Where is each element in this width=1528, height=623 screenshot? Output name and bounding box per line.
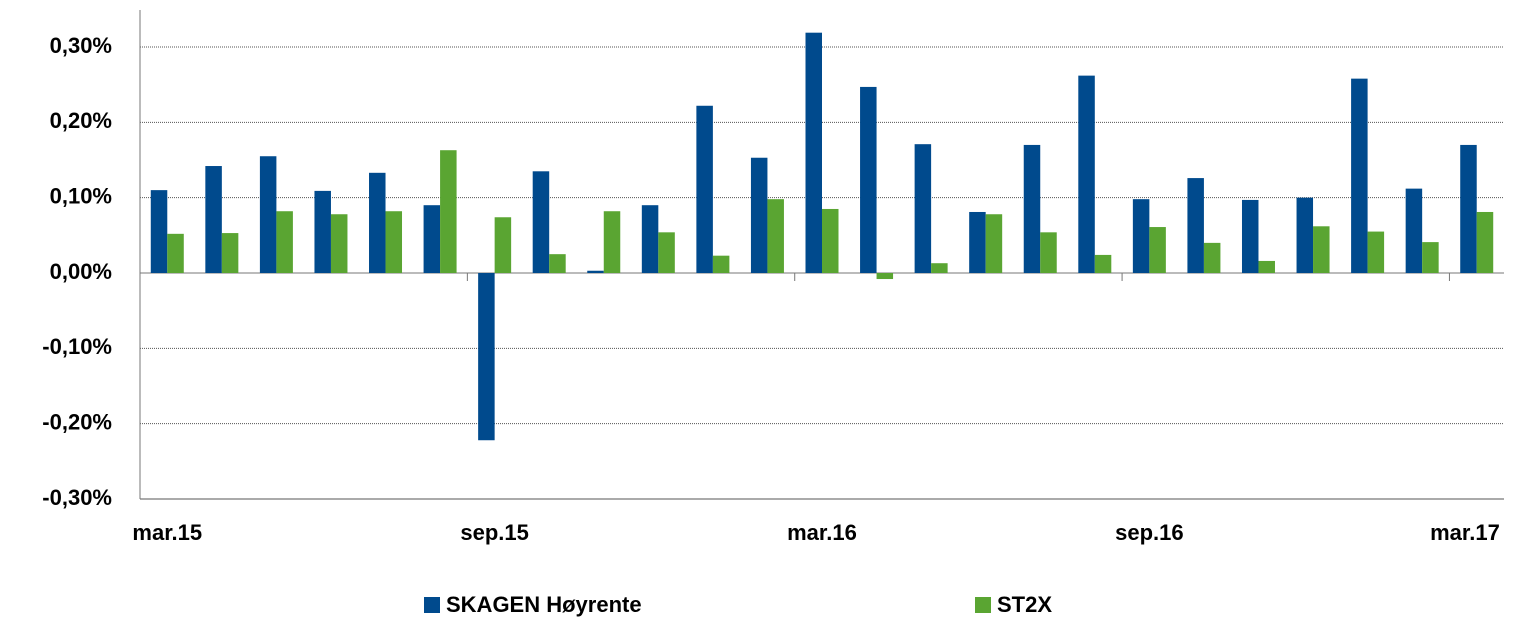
bar: [369, 172, 386, 273]
bar: [314, 190, 331, 273]
bar: [641, 205, 659, 273]
bar: [549, 254, 566, 273]
legend-swatch: [975, 597, 991, 613]
bar: [750, 157, 768, 273]
bar: [330, 214, 348, 273]
bar: [440, 150, 457, 273]
bar: [712, 255, 730, 273]
y-tick-label: 0,20%: [50, 108, 112, 133]
x-tick-label: sep.15: [460, 520, 529, 545]
bar: [259, 156, 277, 273]
bar: [822, 208, 839, 273]
x-tick-label: mar.17: [1430, 520, 1500, 545]
bar: [767, 199, 784, 273]
y-tick-label: 0,30%: [50, 33, 112, 58]
bar: [931, 263, 948, 273]
y-tick-label: 0,00%: [50, 259, 112, 284]
bar: [205, 166, 222, 273]
bar: [1203, 242, 1221, 273]
bar: [985, 214, 1003, 273]
bar: [696, 105, 713, 273]
bar: [1132, 199, 1150, 273]
bar: [1313, 226, 1330, 273]
x-tick-label: sep.16: [1115, 520, 1184, 545]
y-tick-label: -0,30%: [42, 485, 112, 510]
bar: [1476, 211, 1494, 273]
bar: [969, 211, 986, 273]
bar: [876, 273, 894, 280]
bar: [1149, 227, 1166, 273]
bar: [1040, 232, 1057, 273]
bar: [1078, 75, 1095, 273]
bar: [860, 86, 877, 273]
bar: [221, 233, 239, 273]
bar: [494, 217, 512, 273]
bar: [423, 205, 441, 273]
bar: [276, 211, 293, 273]
bar: [658, 232, 675, 273]
x-tick-label: mar.15: [132, 520, 202, 545]
bar: [1258, 260, 1275, 273]
legend-swatch: [424, 597, 440, 613]
y-tick-label: -0,10%: [42, 334, 112, 359]
bar: [1422, 242, 1439, 273]
bar: [1405, 188, 1423, 273]
bar: [1023, 144, 1041, 273]
bar: [1460, 144, 1477, 273]
bar: [914, 144, 932, 273]
bar: [1187, 178, 1204, 273]
bar: [805, 32, 822, 273]
y-tick-label: -0,20%: [42, 409, 112, 434]
bar: [167, 233, 184, 273]
bar: [478, 273, 495, 441]
bar: [1241, 199, 1259, 273]
bar: [150, 190, 168, 273]
x-tick-label: mar.16: [787, 520, 857, 545]
bar: [587, 270, 604, 273]
bar: [1296, 197, 1314, 273]
y-tick-label: 0,10%: [50, 183, 112, 208]
bar: [532, 171, 550, 273]
bar: [1367, 231, 1385, 273]
bar: [385, 211, 403, 273]
legend-label: SKAGEN Høyrente: [446, 592, 642, 617]
bar: [1351, 78, 1368, 273]
legend-label: ST2X: [997, 592, 1052, 617]
bar: [1094, 254, 1112, 273]
bar: [603, 211, 621, 273]
